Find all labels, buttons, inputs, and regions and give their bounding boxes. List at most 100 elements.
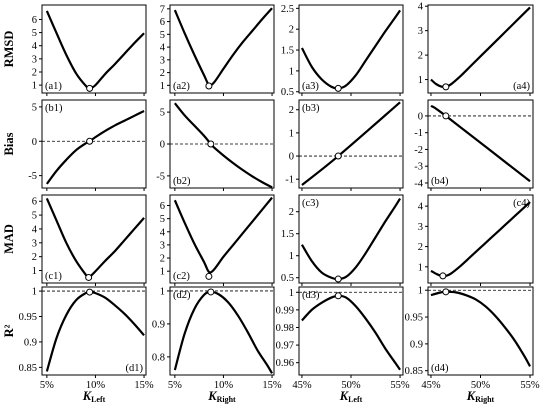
x-axis-label-sub: Left	[91, 395, 106, 404]
panel-label: (b3)	[302, 103, 320, 114]
panel-label: (b1)	[45, 103, 63, 114]
x-axis-label-sub: Right	[217, 395, 236, 404]
panel-label: (c1)	[45, 271, 62, 282]
x-tick-label: 10%	[86, 380, 106, 391]
y-tick-label: 2	[160, 68, 165, 79]
y-tick-label: 1	[418, 75, 423, 86]
optimum-marker	[85, 273, 93, 281]
y-tick-label: 3	[32, 238, 37, 249]
x-axis-label: KLeft	[339, 389, 363, 404]
panel-label: (a1)	[45, 81, 62, 92]
y-tick-label: 1.5	[281, 46, 294, 57]
panel-d2: 0.80.915% 10% 15%(d2)	[152, 286, 282, 391]
y-tick-label: -5	[28, 171, 37, 182]
optimum-marker	[207, 288, 215, 296]
x-axis-label-sub: Right	[475, 395, 494, 404]
row-label: RMSD	[2, 31, 16, 68]
panel-b1: -5 0 5 (b1)	[28, 99, 147, 191]
y-tick-label: 0.8	[152, 352, 165, 363]
y-tick-label: 2	[32, 67, 37, 78]
y-tick-label: 0	[418, 111, 423, 122]
y-tick-label: -1	[414, 128, 423, 139]
series-line	[430, 290, 531, 367]
row-label: Bias	[2, 132, 16, 155]
y-tick-label: 3	[160, 240, 165, 251]
y-tick-label: 2	[289, 25, 294, 36]
panel-c3: 0.5 1 1.5 2 (c3)	[281, 194, 404, 286]
panel-label: (c4)	[513, 198, 530, 209]
y-tick-label: 1	[418, 286, 423, 297]
y-tick-label: 6	[32, 15, 37, 26]
x-tick-label: 55%	[390, 380, 410, 391]
x-tick-label: 5%	[168, 380, 182, 391]
y-tick-label: 0.95	[405, 313, 423, 324]
y-tick-label: 5	[160, 108, 165, 119]
plot-frame	[41, 4, 147, 94]
panel-label: (b2)	[173, 176, 191, 187]
y-tick-label: 5	[32, 102, 37, 113]
optimum-marker	[334, 292, 342, 300]
y-tick-label: 1	[289, 128, 294, 139]
optimum-marker	[442, 83, 450, 91]
y-tick-label: 0	[160, 140, 165, 151]
y-tick-label: 4	[32, 41, 38, 52]
y-tick-label: 0.5	[281, 273, 294, 284]
y-tick-label: 4	[160, 43, 166, 54]
optimum-marker	[334, 84, 342, 92]
plot-frame	[41, 99, 147, 189]
optimum-marker	[205, 272, 213, 280]
y-tick-label: 0.96	[276, 358, 294, 369]
series-line	[300, 9, 401, 90]
plot-frame	[169, 4, 275, 94]
plot-frame	[427, 4, 534, 94]
x-tick-label: 45%	[292, 380, 312, 391]
row-label: MAD	[2, 224, 16, 254]
panel-b2: -5 0 5 (b2)	[156, 99, 275, 191]
series-line	[300, 197, 401, 281]
x-axis-label-main: K	[82, 389, 93, 403]
optimum-marker	[205, 82, 213, 90]
series-line	[430, 201, 531, 278]
y-tick-label: 0.97	[276, 341, 294, 352]
x-axis-label-main: K	[207, 389, 218, 403]
series-line	[173, 7, 273, 87]
x-tick-label: 15%	[262, 380, 282, 391]
y-tick-label: 2	[289, 207, 294, 218]
y-tick-label: 5	[160, 30, 165, 41]
y-tick-label: 1.5	[281, 229, 294, 240]
panel-label: (d3)	[302, 290, 320, 301]
y-tick-label: 6	[160, 17, 165, 28]
y-tick-label: 0.95	[19, 312, 37, 323]
y-tick-label: 1	[289, 251, 294, 262]
x-tick-label: 55%	[520, 380, 540, 391]
y-tick-label: 0.85	[405, 366, 423, 377]
panel-d3: 0.96 0.97 0.98 0.99 1 45% 50% 55% (d3)	[276, 286, 410, 391]
y-tick-label: -3	[414, 162, 423, 173]
panel-label: (c3)	[302, 198, 319, 209]
y-tick-label: 1	[160, 286, 165, 297]
panel-label: (d1)	[126, 363, 144, 374]
panel-c2: 1 2 3 4 5 6 (c2)	[160, 194, 275, 286]
y-tick-label: 1	[160, 81, 165, 92]
x-axis-label: KRight	[207, 389, 236, 404]
panel-b3: -1 0 1 2 (b3)	[285, 99, 404, 191]
y-tick-label: 1	[418, 262, 423, 273]
y-tick-label: 5	[32, 211, 37, 222]
y-tick-label: 2	[160, 254, 165, 265]
panel-label: (d4)	[431, 363, 449, 374]
panel-c1: 1 2 3 4 5 6 (c1)	[32, 194, 147, 286]
x-tick-label: 10%	[214, 380, 234, 391]
y-tick-label: 4	[32, 224, 38, 235]
panel-a3: 0.5 1 1.5 2 2.5 (a3)	[281, 4, 404, 98]
panel-c4: 1 2 3 4 (c4)	[418, 194, 534, 286]
series-line	[430, 6, 531, 89]
plot-frame	[169, 194, 275, 284]
y-tick-label: 2	[418, 242, 423, 253]
x-tick-label: 50%	[471, 380, 491, 391]
series-line	[45, 110, 145, 185]
optimum-marker	[442, 288, 450, 296]
x-tick-label: 45%	[421, 380, 441, 391]
optimum-marker	[334, 152, 342, 160]
x-axis-label: KLeft	[82, 389, 106, 404]
